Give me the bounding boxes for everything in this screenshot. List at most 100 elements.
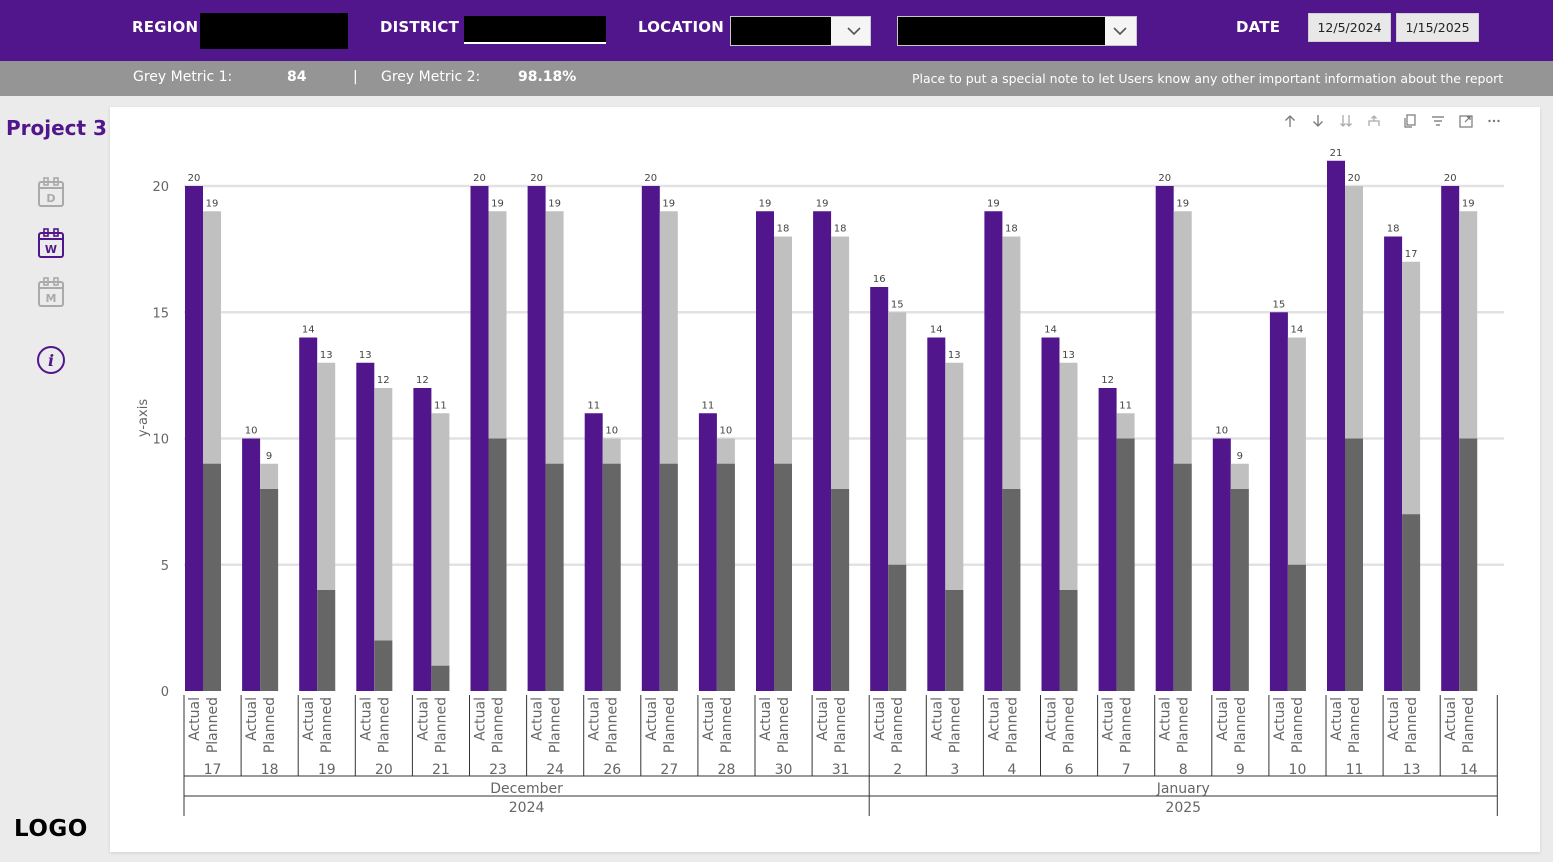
planned-bar-dark-segment [774,463,792,691]
date-label: DATE [1236,18,1281,36]
x-series-label: Planned [1176,697,1192,753]
x-year-label: 2025 [1165,800,1201,816]
more-options-icon[interactable] [1486,113,1502,129]
planned-data-label: 14 [1291,325,1304,336]
actual-bar [1155,186,1174,691]
location-label: LOCATION [638,18,724,36]
copy-icon[interactable] [1402,113,1418,129]
x-day-label: 6 [1065,762,1074,778]
calendar-week-icon[interactable]: W [36,227,66,259]
actual-data-label: 20 [188,173,201,184]
planned-data-label: 10 [720,426,733,437]
arrow-up-icon[interactable] [1282,113,1298,129]
x-series-label: Actual [872,697,888,741]
x-series-label: Planned [947,697,963,753]
planned-bar-dark-segment [431,665,450,691]
x-day-label: 8 [1179,762,1188,778]
district-field[interactable] [464,16,606,44]
x-series-label: Planned [833,697,849,753]
x-series-label: Planned [662,697,678,753]
planned-data-label: 15 [891,299,904,310]
filter-icon[interactable] [1430,113,1446,129]
x-day-label: 18 [261,762,279,778]
expand-hierarchy-icon[interactable] [1366,113,1382,129]
x-series-label: Actual [1158,697,1174,741]
actual-data-label: 12 [1101,375,1114,386]
actual-data-label: 12 [416,375,429,386]
x-day-label: 7 [1122,762,1131,778]
x-month-label: January [1156,781,1210,797]
calendar-day-icon[interactable]: D [36,176,66,208]
x-series-label: Actual [587,697,603,741]
x-year-label: 2024 [509,800,545,816]
planned-bar-dark-segment [831,489,850,691]
planned-data-label: 19 [491,198,504,209]
actual-data-label: 19 [816,198,829,209]
planned-data-label: 17 [1405,249,1418,260]
report-note: Place to put a special note to let Users… [912,71,1504,86]
x-series-label: Planned [1290,697,1306,753]
focus-mode-icon[interactable] [1458,113,1474,129]
planned-bar-dark-segment [374,640,393,691]
planned-data-label: 12 [377,375,390,386]
chevron-down-icon [847,27,861,36]
x-series-label: Actual [415,697,431,741]
actual-data-label: 14 [930,325,943,336]
x-series-label: Planned [376,697,392,753]
planned-data-label: 11 [1119,400,1132,411]
svg-text:i: i [48,351,54,370]
actual-bar [1384,236,1403,691]
x-series-label: Actual [1272,697,1288,741]
double-arrow-down-icon[interactable] [1338,113,1354,129]
location-dropdown[interactable] [730,16,871,46]
planned-bar-dark-segment [1287,564,1306,691]
planned-bar [431,413,450,691]
x-series-label: Actual [929,697,945,741]
y-tick-label: 0 [161,685,169,700]
x-series-label: Planned [548,697,564,753]
x-day-label: 30 [775,762,793,778]
actual-data-label: 14 [302,325,315,336]
actual-data-label: 20 [1158,173,1171,184]
svg-text:M: M [46,292,57,305]
planned-bar-dark-segment [1459,438,1478,691]
actual-data-label: 20 [530,173,543,184]
planned-bar-dark-segment [888,564,907,691]
region-field[interactable] [200,13,348,49]
x-series-label: Actual [758,697,774,741]
x-series-label: Actual [244,697,260,741]
planned-bar-dark-segment [1402,514,1421,691]
y-tick-label: 10 [152,433,169,448]
x-series-label: Actual [815,697,831,741]
metric-separator: | [353,69,358,85]
x-month-label: December [490,781,563,797]
actual-bar [927,337,946,691]
calendar-month-icon[interactable]: M [36,276,66,308]
date-start-input[interactable]: 12/5/2024 [1308,13,1391,42]
x-series-label: Actual [986,697,1002,741]
actual-bar [756,211,774,691]
planned-data-label: 19 [1176,198,1189,209]
y-tick-label: 15 [152,306,169,321]
planned-bar-dark-segment [1230,489,1249,691]
secondary-dropdown[interactable] [897,16,1137,46]
chevron-down-icon [1113,27,1127,36]
date-end-input[interactable]: 1/15/2025 [1396,13,1479,42]
actual-bar [527,186,546,691]
x-series-label: Actual [701,697,717,741]
planned-data-label: 19 [206,198,219,209]
planned-bar-dark-segment [488,438,507,691]
actual-bar [1327,160,1345,691]
arrow-down-icon[interactable] [1310,113,1326,129]
actual-bar [584,413,603,691]
svg-text:W: W [45,243,57,256]
x-day-label: 21 [432,762,450,778]
actual-bar [870,287,889,691]
planned-data-label: 18 [1005,224,1018,235]
info-icon[interactable]: i [36,344,66,376]
actual-data-label: 21 [1330,148,1343,159]
planned-bar-dark-segment [602,463,621,691]
x-day-label: 2 [893,762,902,778]
x-series-label: Actual [1044,697,1060,741]
